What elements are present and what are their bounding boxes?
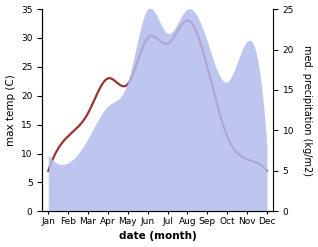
Y-axis label: max temp (C): max temp (C) bbox=[5, 74, 16, 146]
Y-axis label: med. precipitation (kg/m2): med. precipitation (kg/m2) bbox=[302, 45, 313, 176]
X-axis label: date (month): date (month) bbox=[119, 231, 197, 242]
